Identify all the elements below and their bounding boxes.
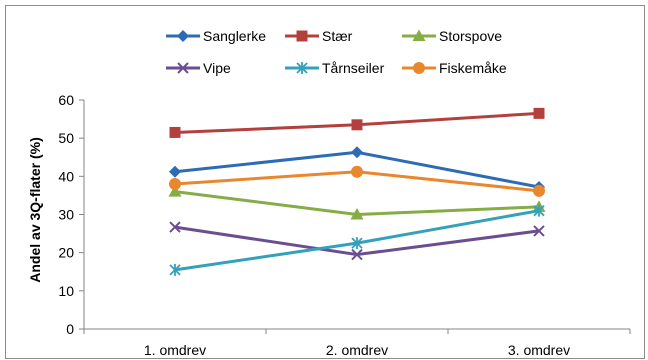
data-point [351,248,363,261]
data-point [168,185,182,197]
legend-marker [413,62,425,74]
data-point [351,146,363,159]
legend-marker [177,62,189,74]
series-1 [169,107,545,138]
y-tick-label: 20 [58,245,74,261]
legend-item: Vipe [166,60,231,76]
y-tick-label: 50 [58,130,74,146]
legend-label: Vipe [203,60,231,76]
data-point [169,177,181,190]
legend-item: Fiskemåke [402,60,507,76]
legend-label: Stær [322,28,353,44]
legend-marker [177,30,189,42]
data-point [533,107,545,119]
data-point [169,263,181,276]
legend-marker [296,62,308,74]
data-point [169,221,181,233]
y-tick-label: 10 [58,283,74,299]
legend-label: Storspove [439,28,502,44]
series-4 [169,204,545,276]
x-tick-label: 2. omdrev [326,342,388,358]
legend-label: Sanglerke [203,28,266,44]
y-tick-label: 30 [58,207,74,223]
legend-item: Tårnseiler [285,60,385,76]
y-tick-label: 40 [58,168,74,184]
data-point [350,208,364,220]
y-tick-label: 0 [66,321,74,337]
legend-item: Storspove [402,28,502,44]
legend-marker [412,29,426,41]
legend-item: Stær [285,28,353,44]
data-point [169,165,181,178]
legend-label: Tårnseiler [322,60,385,76]
axes: 0 10 20 30 40 50 60 1. omdrev 2. omdrev 3. omdrev [58,92,631,358]
data-point [351,237,363,250]
y-tick-label: 60 [58,92,74,108]
x-tick-label: 3. omdrev [508,342,570,358]
series-lines [168,107,546,276]
data-point [533,184,545,197]
y-axis-label: Andel av 3Q-flater (%) [27,137,43,282]
legend-label: Fiskemåke [439,60,507,76]
data-point [351,119,363,131]
legend-marker [296,30,308,42]
legend-item: Sanglerke [166,28,266,44]
x-tick-label: 1. omdrev [144,342,206,358]
data-point [169,126,181,138]
series-5 [169,165,545,197]
series-3 [169,221,545,261]
series-2 [168,185,546,220]
data-point [533,225,545,237]
data-point [533,204,545,217]
legend: Sanglerke Stær Storspove Vipe Tårnseiler Fisk… [166,28,507,76]
data-point [351,165,363,178]
